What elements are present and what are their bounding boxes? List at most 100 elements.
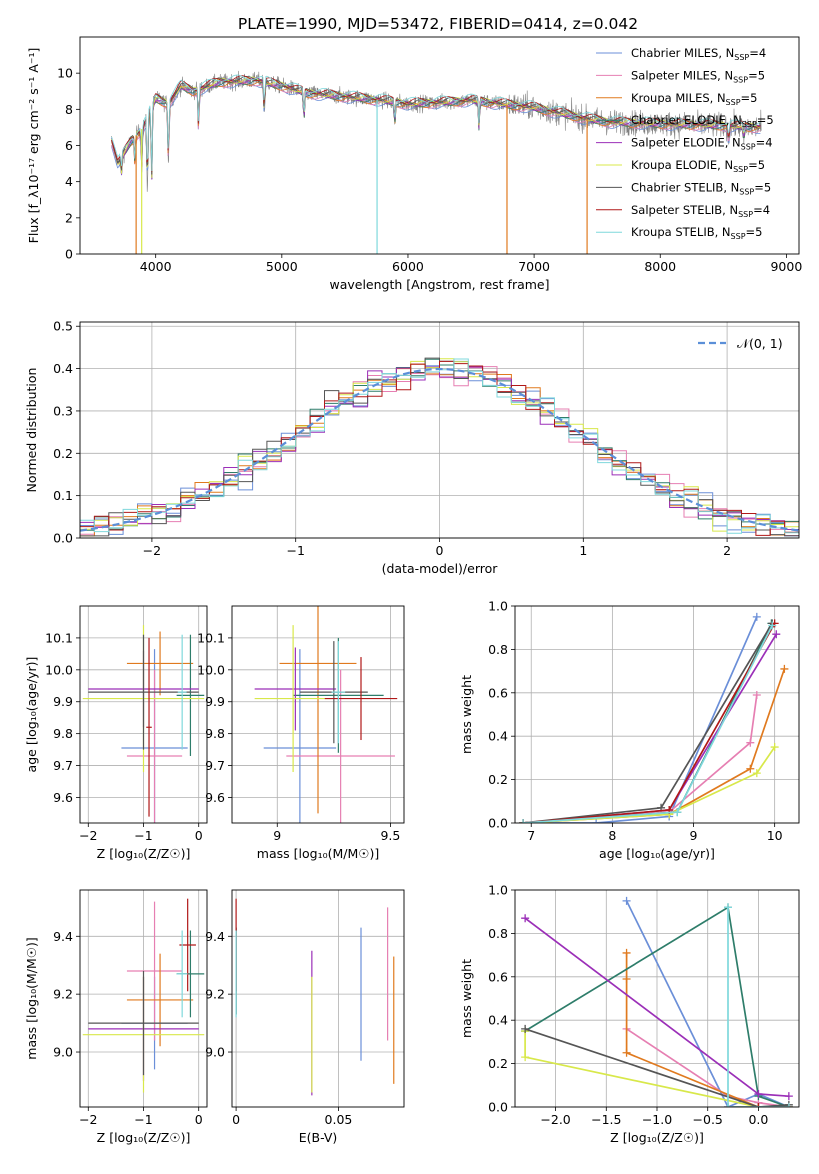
- massweight-vs-age-panel: 7 8 9 10 0.0 0.2 0.4 0.6 0.8 1.0 age [log₁₀(age/yr…: [459, 599, 800, 861]
- plot-area: [519, 612, 789, 823]
- x-axis-label: mass [log₁₀(M/M☉)]: [257, 846, 379, 861]
- model-spectrum-line: [111, 77, 761, 180]
- x-tick-label: −0.5: [693, 1112, 723, 1127]
- y-tick-label: 9.8: [205, 726, 225, 741]
- mass-weight-line: [523, 623, 773, 823]
- mass-weight-line: [523, 625, 773, 823]
- y-tick-label: 0.0: [488, 1100, 508, 1115]
- mass-weight-line: [523, 622, 776, 823]
- mass-weight-line: [524, 1028, 789, 1107]
- x-tick-label: 6000: [392, 259, 424, 274]
- mass-weight-line: [626, 1028, 790, 1107]
- x-tick-label: −1: [134, 1112, 152, 1127]
- y-tick-label: 1.0: [488, 883, 508, 898]
- plus-marker: [780, 664, 789, 673]
- y-tick-label: 0.0: [53, 531, 73, 546]
- legend-entry: Salpeter STELIB, NSSP=4: [631, 203, 770, 219]
- plus-marker: [724, 903, 732, 912]
- plot-area: [80, 357, 799, 538]
- x-tick-label: 7000: [518, 259, 550, 274]
- mass-weight-line: [523, 622, 773, 823]
- y-tick-label: 0.6: [488, 685, 508, 700]
- y-tick-label: 10.0: [45, 662, 73, 677]
- x-axis-label: Z [log₁₀(Z/Z☉)]: [97, 1130, 191, 1145]
- x-tick-label: −1.5: [591, 1112, 621, 1127]
- x-tick-label: 0.05: [325, 1112, 353, 1127]
- x-tick-label: 9: [273, 828, 281, 843]
- plus-marker: [752, 769, 761, 778]
- y-tick-label: 9.6: [205, 790, 225, 805]
- y-tick-label: 9.7: [205, 758, 225, 773]
- plus-marker: [592, 819, 601, 823]
- plus-marker: [622, 1048, 631, 1057]
- x-tick-label: −1: [134, 828, 152, 843]
- legend-entry: Kroupa STELIB, NSSP=5: [631, 225, 762, 241]
- plus-marker: [521, 914, 530, 923]
- massweight-vs-z-panel: −2.0 −1.5 −1.0 −0.5 0.0 0.0 0.2 0.4 0.6 0.8 1.0 Z […: [459, 883, 800, 1145]
- x-tick-label: 0: [195, 828, 203, 843]
- x-tick-label: 2: [723, 543, 731, 558]
- plot-area: [82, 898, 205, 1093]
- plus-marker: [746, 738, 755, 747]
- mass-vs-ebv-panel: 0 0.05 9.0 9.2 9.4 E(B-V): [205, 889, 405, 1145]
- residual-histogram: [80, 358, 799, 538]
- x-axis-label: Z [log₁₀(Z/Z☉)]: [610, 1130, 704, 1145]
- model-spectrum-line: [111, 76, 761, 175]
- y-tick-label: 9.2: [53, 987, 73, 1002]
- x-tick-label: 0: [436, 543, 444, 558]
- y-tick-label: 0.4: [488, 1013, 508, 1028]
- plus-marker: [784, 1092, 793, 1101]
- legend-entry: Salpeter ELODIE, NSSP=4: [631, 136, 773, 152]
- y-tick-label: 9.0: [205, 1045, 225, 1060]
- y-tick-label: 0.8: [488, 926, 508, 941]
- y-tick-label: 2: [65, 210, 73, 225]
- plus-marker: [724, 1103, 732, 1107]
- model-spectrum-line: [111, 81, 761, 180]
- grid: [515, 889, 799, 1108]
- x-tick-label: −2: [79, 828, 97, 843]
- plus-marker: [521, 1053, 530, 1062]
- y-axis-label: mass [log₁₀(M/M☉)]: [24, 937, 39, 1059]
- x-axis-label: E(B-V): [299, 1130, 338, 1145]
- mass-weight-line: [524, 1031, 789, 1107]
- y-tick-label: 9.9: [53, 694, 73, 709]
- x-tick-label: −2: [143, 543, 161, 558]
- y-tick-label: 4: [65, 174, 73, 189]
- x-tick-label: 7: [527, 828, 535, 843]
- axes-frame: [514, 889, 800, 1108]
- y-tick-label: 9.4: [53, 929, 73, 944]
- age-vs-z-panel: −2 −1 0 9.6 9.7 9.8 9.9 10.0 10.1 Z [log₁₀(Z/Z☉)]…: [24, 605, 208, 861]
- y-tick-label: 9.2: [205, 987, 225, 1002]
- plus-marker: [622, 948, 631, 957]
- model-spectrum-line: [111, 76, 761, 178]
- grid: [515, 605, 799, 824]
- x-tick-label: 9000: [770, 259, 802, 274]
- plot-area: [235, 898, 395, 1096]
- x-tick-label: 8000: [644, 259, 676, 274]
- legend-entry: Chabrier MILES, NSSP=4: [631, 46, 766, 62]
- plus-marker: [768, 621, 777, 630]
- plus-marker: [622, 974, 631, 983]
- x-tick-label: −2.0: [540, 1112, 570, 1127]
- plot-area: [521, 896, 793, 1107]
- x-tick-label: 5000: [266, 259, 298, 274]
- x-tick-label: 0.0: [748, 1112, 768, 1127]
- y-tick-label: 10: [57, 66, 73, 81]
- x-tick-label: 9.5: [380, 828, 400, 843]
- x-axis-label: age [log₁₀(age/yr)]: [599, 846, 715, 861]
- x-tick-label: −1: [286, 543, 304, 558]
- y-axis-label: mass weight: [459, 959, 474, 1038]
- axes-frame: [514, 605, 800, 824]
- plot-area: [111, 70, 762, 254]
- mass-weight-line: [523, 616, 758, 823]
- grid: [232, 890, 404, 1107]
- axes-frame: [231, 605, 405, 824]
- y-tick-label: 9.7: [53, 758, 73, 773]
- axes-frame: [79, 605, 208, 824]
- y-tick-label: 10.1: [197, 630, 225, 645]
- y-axis-label: mass weight: [459, 675, 474, 754]
- plus-marker: [521, 1024, 530, 1033]
- plot-area: [82, 625, 205, 823]
- y-axis-label: age [log₁₀(age/yr)]: [24, 657, 39, 773]
- plus-marker: [784, 1103, 793, 1107]
